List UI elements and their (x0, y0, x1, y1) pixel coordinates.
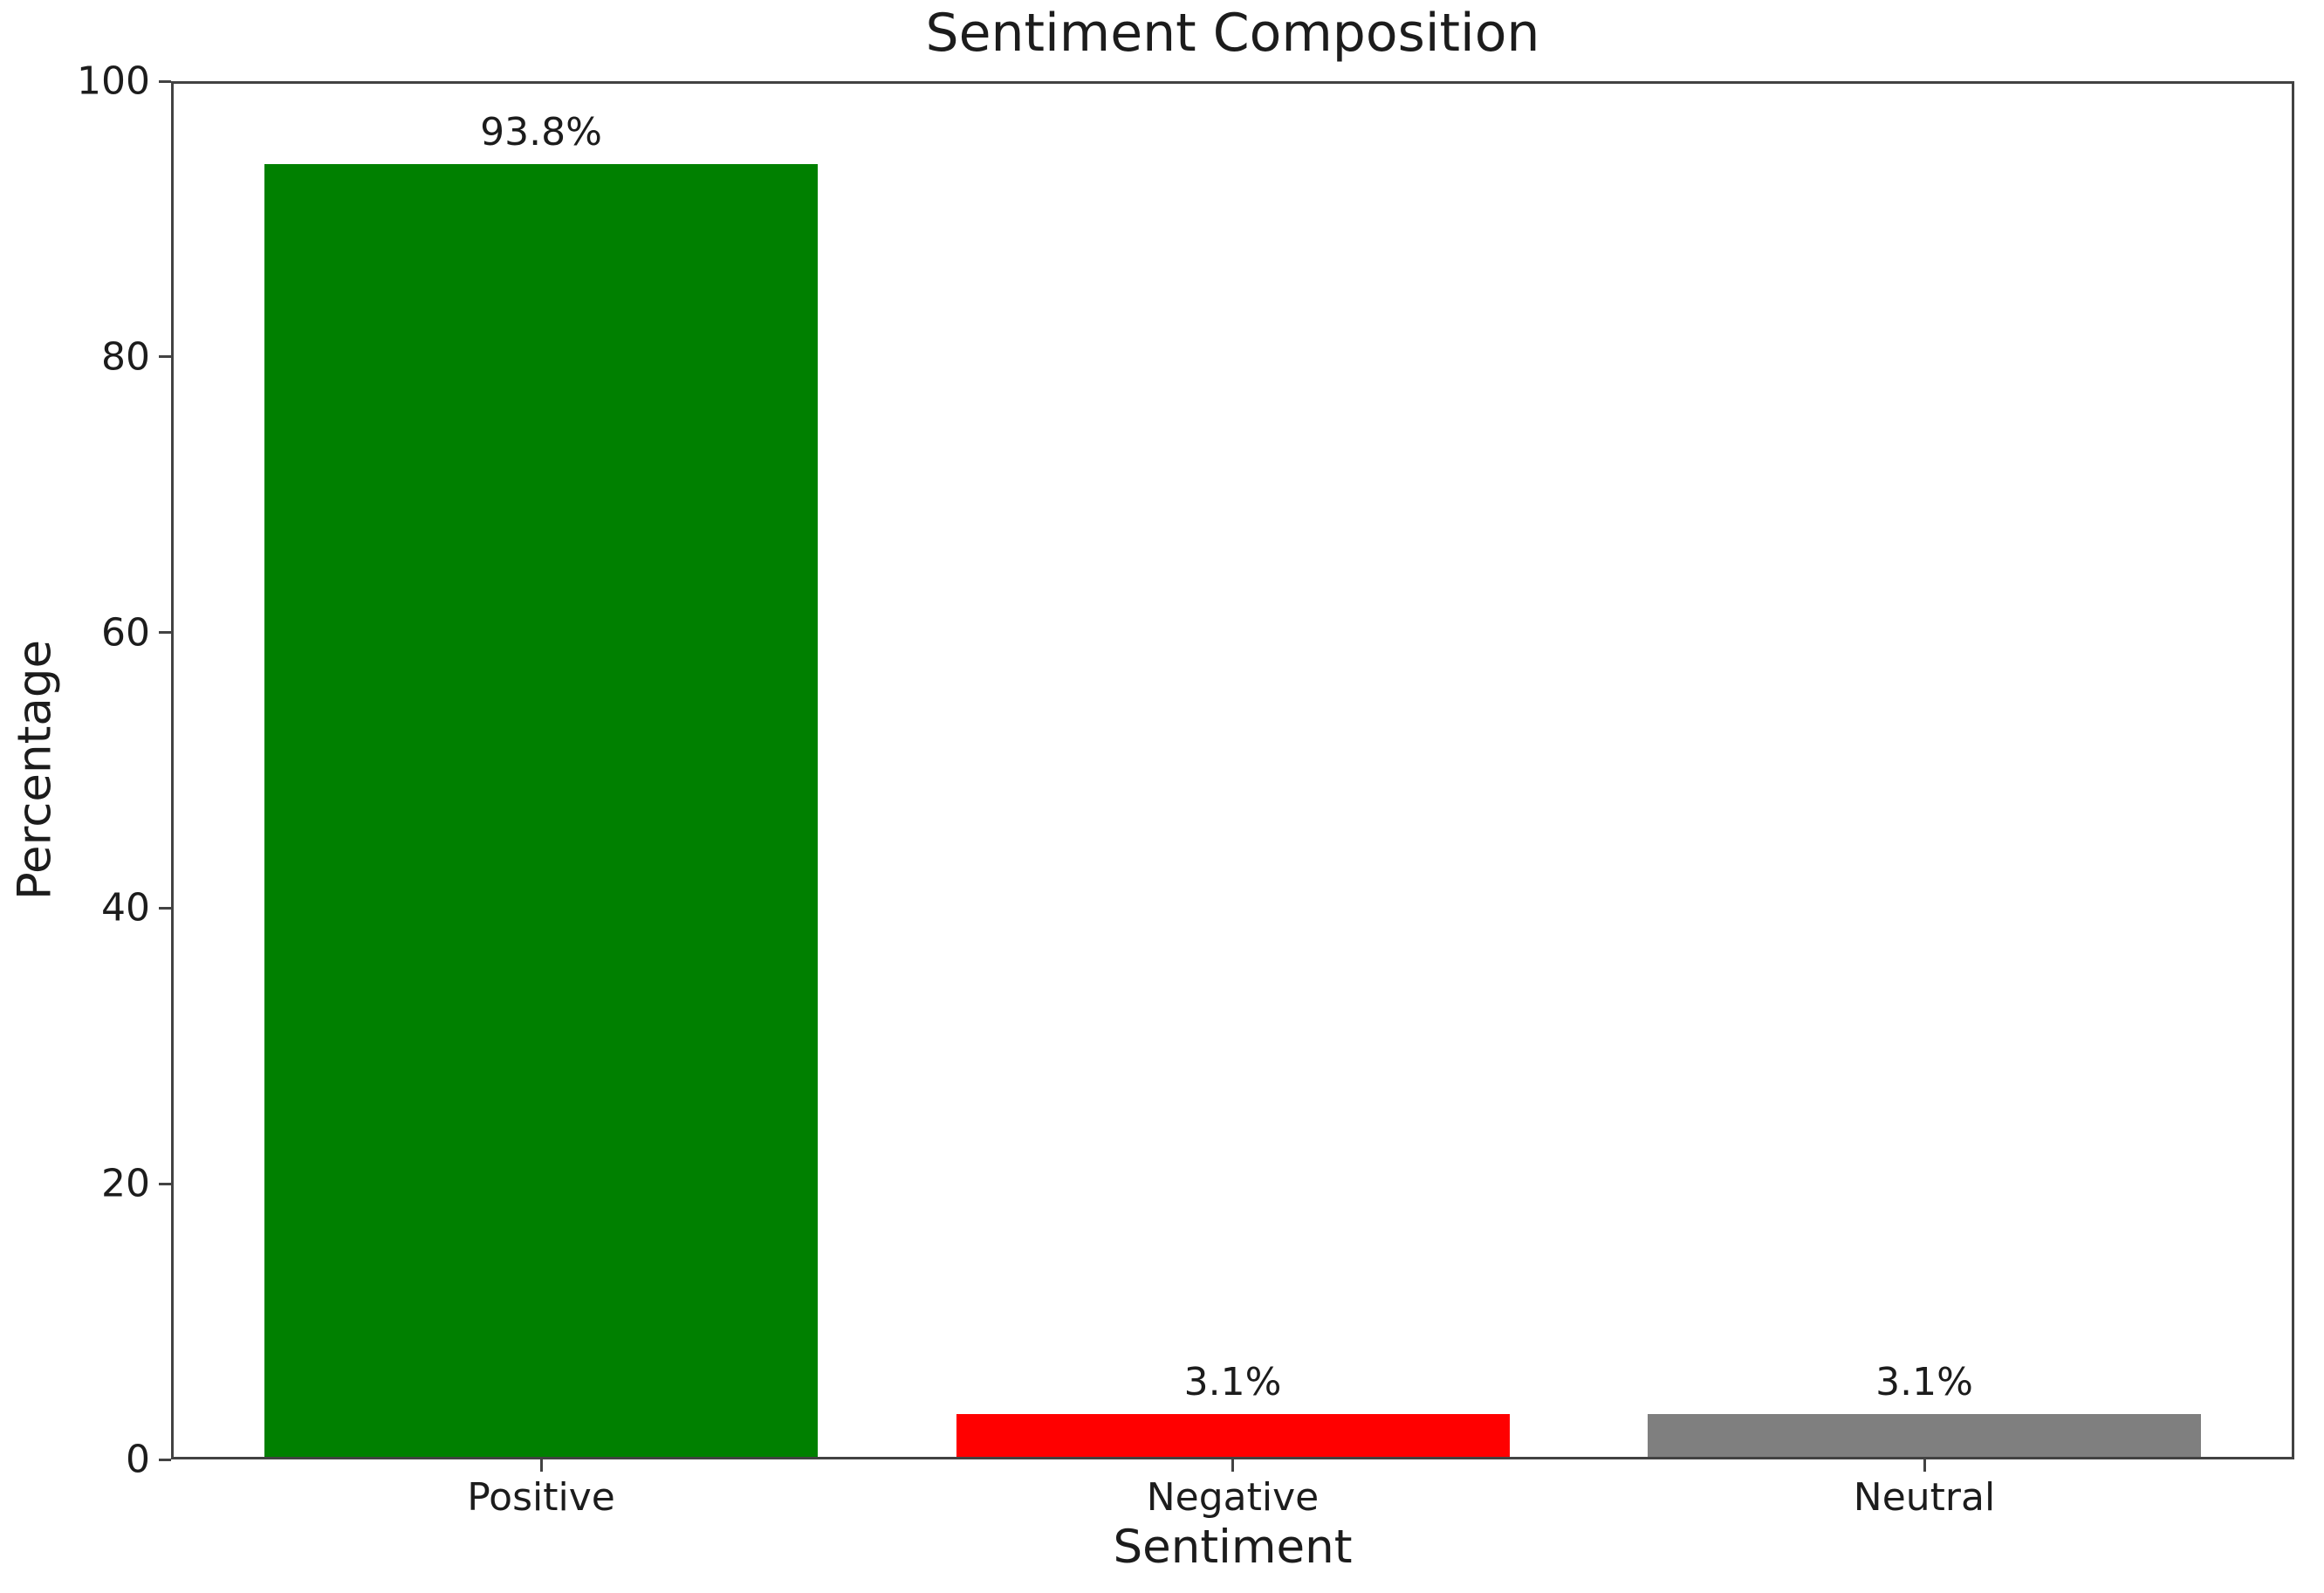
x-tick-mark-positive (539, 1459, 543, 1472)
x-tick-label-negative: Negative (1146, 1475, 1320, 1520)
y-tick-label-100: 100 (77, 58, 150, 104)
y-axis-label: Percentage (8, 639, 62, 901)
y-tick-label-60: 60 (101, 610, 150, 656)
y-tick-label-20: 20 (101, 1161, 150, 1206)
y-tick-label-80: 80 (101, 334, 150, 380)
y-tick-label-0: 0 (126, 1437, 150, 1482)
bar-positive (264, 163, 818, 1457)
y-tick-mark-80 (159, 355, 171, 359)
chart-title: Sentiment Composition (925, 3, 1540, 64)
x-axis-label: Sentiment (1113, 1521, 1353, 1574)
bar-negative (956, 1414, 1510, 1457)
bar-neutral (1648, 1414, 2201, 1457)
x-tick-label-positive: Positive (467, 1475, 615, 1520)
y-tick-mark-0 (159, 1458, 171, 1461)
y-tick-mark-40 (159, 906, 171, 910)
y-tick-mark-20 (159, 1182, 171, 1185)
y-tick-mark-60 (159, 631, 171, 635)
y-tick-label-40: 40 (101, 885, 150, 930)
y-tick-mark-100 (159, 79, 171, 83)
x-tick-mark-negative (1231, 1459, 1234, 1472)
x-tick-label-neutral: Neutral (1853, 1475, 1996, 1520)
bar-value-label-negative: 3.1% (1183, 1360, 1282, 1405)
bar-value-label-positive: 93.8% (480, 110, 602, 155)
bar-value-label-neutral: 3.1% (1875, 1360, 1973, 1405)
x-tick-mark-neutral (1923, 1459, 1926, 1472)
plot-area (171, 81, 2294, 1459)
